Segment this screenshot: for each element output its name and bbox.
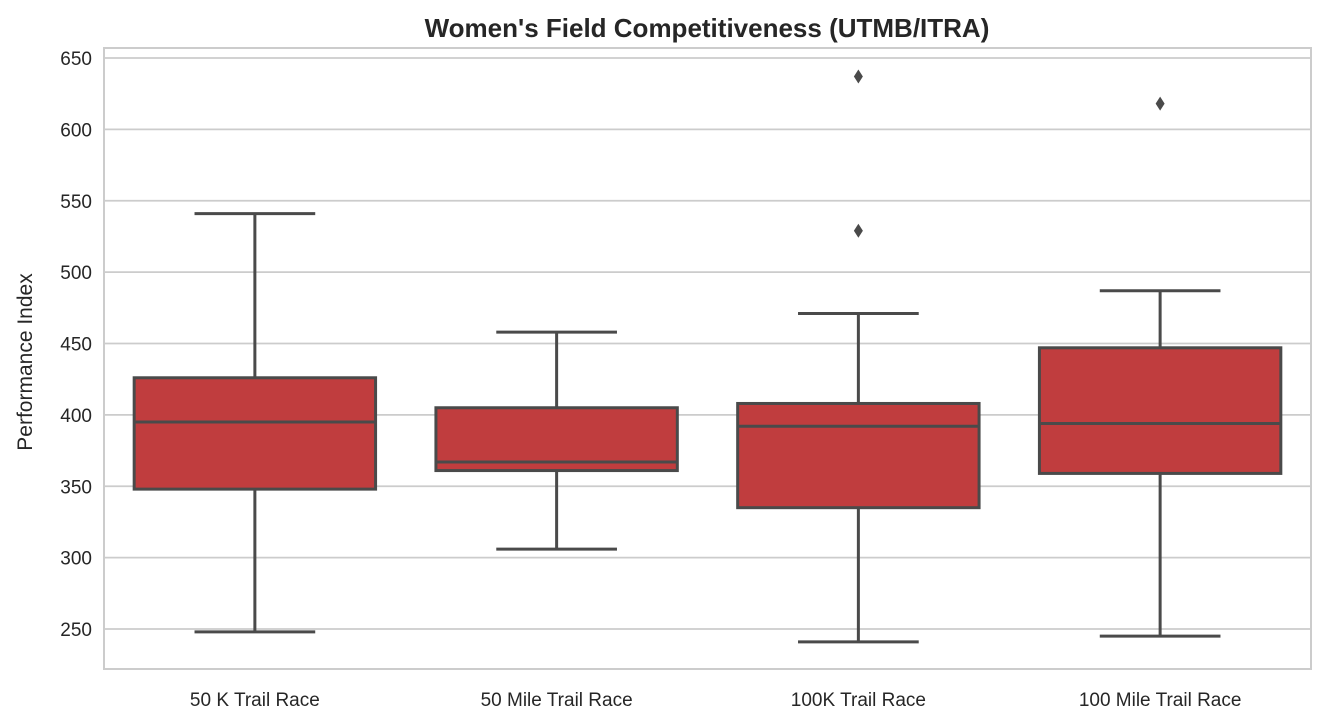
grid-lines <box>104 57 1311 630</box>
y-tick-label: 600 <box>60 120 92 141</box>
iqr-box <box>736 401 981 510</box>
iqr-box <box>434 406 679 473</box>
box-group <box>1037 96 1283 638</box>
iqr-box <box>1037 346 1283 475</box>
y-tick-label: 300 <box>60 549 92 570</box>
y-tick-label: 500 <box>60 263 92 284</box>
y-axis-label: Performance Index <box>14 273 37 451</box>
outlier-marker <box>853 69 863 84</box>
boxes <box>132 69 1283 644</box>
y-tick-label: 350 <box>60 477 92 498</box>
y-tick-label: 650 <box>60 49 92 70</box>
iqr-box <box>132 376 378 491</box>
y-tick-label: 400 <box>60 406 92 427</box>
box-group <box>434 330 679 551</box>
x-tick-label: 100 Mile Trail Race <box>1079 690 1242 711</box>
y-tick-label: 550 <box>60 192 92 213</box>
box-group <box>132 212 378 634</box>
y-tick-labels: 250 300 350 400 450 500 550 600 650 <box>60 49 92 641</box>
plot-frame <box>103 47 1312 670</box>
x-tick-labels: 50 K Trail Race 50 Mile Trail Race 100K Tr… <box>190 690 1242 711</box>
x-tick-label: 100K Trail Race <box>791 690 926 711</box>
outlier-marker <box>1155 96 1165 111</box>
box-group <box>736 69 981 644</box>
x-tick-label: 50 Mile Trail Race <box>481 690 633 711</box>
x-tick-label: 50 K Trail Race <box>190 690 320 711</box>
y-tick-label: 250 <box>60 620 92 641</box>
chart-title: Women's Field Competitiveness (UTMB/ITRA… <box>425 13 990 43</box>
outlier-marker <box>853 223 863 238</box>
y-tick-label: 450 <box>60 335 92 356</box>
